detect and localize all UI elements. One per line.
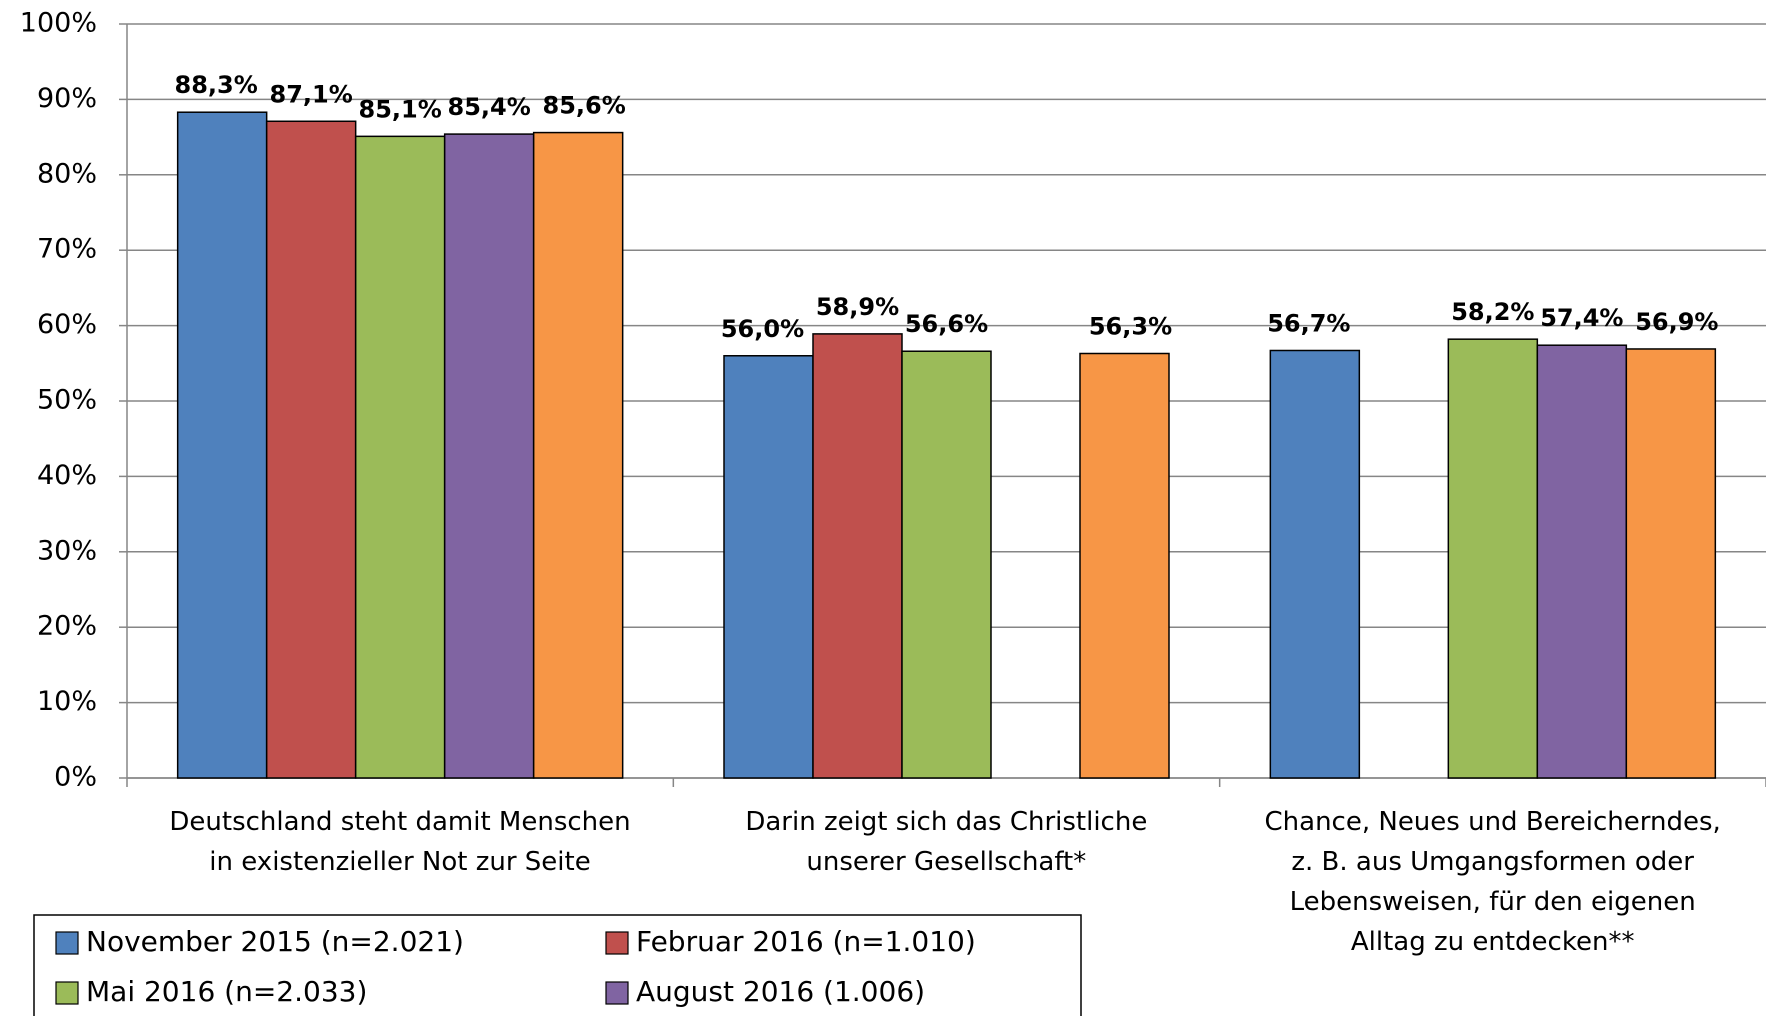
value-label: 85,1% (359, 95, 442, 123)
value-label: 56,9% (1635, 308, 1718, 336)
y-tick-label: 20% (37, 611, 97, 642)
legend-swatch (605, 981, 629, 1005)
legend-label: Februar 2016 (n=1.010) (636, 925, 976, 958)
bar (723, 355, 814, 779)
legend-label: Mai 2016 (n=2.033) (86, 975, 367, 1008)
y-tick-label: 100% (20, 8, 97, 39)
bar (1079, 352, 1170, 779)
y-tick-label: 0% (54, 762, 97, 793)
bar (1625, 348, 1717, 779)
y-tick-label: 30% (37, 535, 97, 566)
bar (1447, 338, 1539, 779)
bar (176, 111, 268, 779)
x-tick-label: Chance, Neues und Bereicherndes, z. B. a… (1264, 807, 1721, 957)
value-label: 85,6% (543, 92, 626, 120)
y-tick-label: 70% (37, 234, 97, 265)
value-label: 57,4% (1540, 304, 1623, 332)
value-label: 88,3% (175, 71, 258, 99)
y-tick-label: 80% (37, 158, 97, 189)
legend-swatch (55, 981, 79, 1005)
value-label: 58,2% (1451, 298, 1534, 326)
bar (354, 135, 446, 779)
value-label: 85,4% (448, 93, 531, 121)
bar (265, 120, 357, 779)
x-tick-label: Darin zeigt sich das Christliche unserer… (745, 807, 1148, 877)
bar (532, 131, 624, 779)
value-label: 56,6% (905, 310, 988, 338)
x-tick-label: Deutschland steht damit Menschen in exis… (169, 807, 631, 877)
value-label: 58,9% (816, 293, 899, 321)
value-label: 56,3% (1089, 312, 1172, 340)
legend-label: November 2015 (n=2.021) (86, 925, 464, 958)
legend-label: August 2016 (1.006) (636, 975, 925, 1008)
legend-swatch (605, 931, 629, 955)
legend-swatch (55, 931, 79, 955)
value-label: 56,0% (721, 315, 804, 343)
bar (1536, 344, 1628, 779)
legend (33, 914, 1082, 1016)
value-label: 87,1% (270, 80, 353, 108)
bar (443, 133, 535, 779)
y-tick-label: 90% (37, 83, 97, 114)
bar (1269, 349, 1361, 779)
y-tick-label: 60% (37, 309, 97, 340)
value-label: 56,7% (1267, 309, 1350, 337)
bar (901, 350, 992, 779)
bar (812, 333, 903, 779)
y-tick-label: 50% (37, 385, 97, 416)
y-tick-label: 40% (37, 460, 97, 491)
y-tick-label: 10% (37, 686, 97, 717)
